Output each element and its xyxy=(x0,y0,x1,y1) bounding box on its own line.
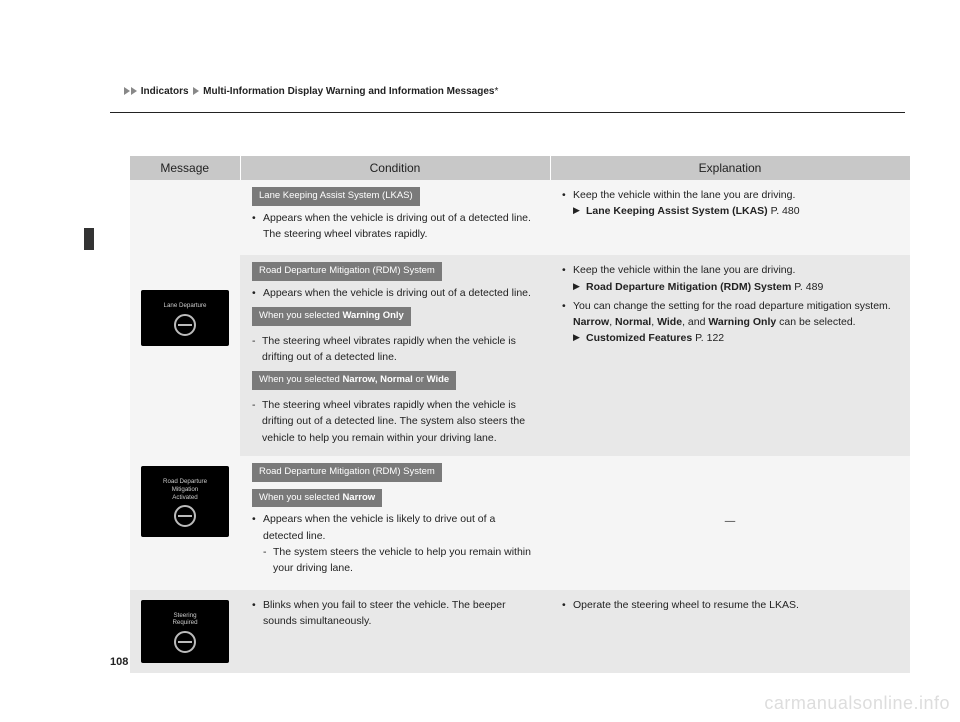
tag-warning-only: When you selected Warning Only xyxy=(252,307,411,326)
explanation-cell: Keep the vehicle within the lane you are… xyxy=(550,255,910,456)
header-rule xyxy=(110,112,905,113)
message-cell: Steering Required xyxy=(130,590,240,674)
ref-link: Customized Features P. 122 xyxy=(573,330,898,346)
explanation-cell: — xyxy=(550,456,910,590)
message-cell: Road Departure Mitigation Activated xyxy=(130,456,240,590)
tag-lkas: Lane Keeping Assist System (LKAS) xyxy=(252,187,420,206)
condition-cell: Road Departure Mitigation (RDM) System W… xyxy=(240,456,550,590)
steering-wheel-icon xyxy=(174,314,196,336)
breadcrumb-seg1: Indicators xyxy=(141,86,189,97)
chevron-icon xyxy=(131,87,137,95)
breadcrumb: Indicators Multi-Information Display War… xyxy=(124,86,498,97)
watermark: carmanualsonline.info xyxy=(764,693,950,714)
cond-bullet: Appears when the vehicle is driving out … xyxy=(252,210,538,243)
th-explanation: Explanation xyxy=(550,156,910,180)
expl-bullet: Keep the vehicle within the lane you are… xyxy=(562,187,898,220)
display-text: Lane Departure xyxy=(145,302,225,310)
condition-cell: Blinks when you fail to steer the vehicl… xyxy=(240,590,550,674)
expl-bullet: Keep the vehicle within the lane you are… xyxy=(562,262,898,295)
tag-narrow: When you selected Narrow xyxy=(252,489,382,508)
tag-rdm: Road Departure Mitigation (RDM) System xyxy=(252,463,442,482)
warnings-table: Message Condition Explanation Lane Depar… xyxy=(130,156,911,673)
condition-cell: Lane Keeping Assist System (LKAS) Appear… xyxy=(240,180,550,255)
breadcrumb-asterisk: * xyxy=(494,86,498,97)
display-rdm-activated: Road Departure Mitigation Activated xyxy=(141,466,229,537)
cond-bullet: Appears when the vehicle is likely to dr… xyxy=(252,511,538,576)
steering-wheel-icon xyxy=(174,631,196,653)
ref-link: Road Departure Mitigation (RDM) System P… xyxy=(573,279,898,295)
tag-rdm: Road Departure Mitigation (RDM) System xyxy=(252,262,442,281)
display-lane-departure: Lane Departure xyxy=(141,290,229,346)
breadcrumb-seg2: Multi-Information Display Warning and In… xyxy=(203,86,494,97)
cond-bullet: Blinks when you fail to steer the vehicl… xyxy=(252,597,538,630)
cond-sub: The system steers the vehicle to help yo… xyxy=(263,544,538,577)
display-text: Steering Required xyxy=(145,612,225,628)
th-message: Message xyxy=(130,156,240,180)
expl-bullet: You can change the setting for the road … xyxy=(562,298,898,347)
page: Indicators Multi-Information Display War… xyxy=(0,0,960,722)
tag-narrow-normal-wide: When you selected Narrow, Normal or Wide xyxy=(252,371,456,390)
chevron-icon xyxy=(124,87,130,95)
message-cell: Lane Departure xyxy=(130,180,240,456)
condition-cell: Road Departure Mitigation (RDM) System A… xyxy=(240,255,550,456)
cond-sub: The steering wheel vibrates rapidly when… xyxy=(252,333,538,366)
explanation-cell: Operate the steering wheel to resume the… xyxy=(550,590,910,674)
ref-link: Lane Keeping Assist System (LKAS) P. 480 xyxy=(573,203,898,219)
explanation-cell: Keep the vehicle within the lane you are… xyxy=(550,180,910,255)
chevron-icon xyxy=(193,87,199,95)
expl-dash: — xyxy=(725,515,736,527)
cond-sub: The steering wheel vibrates rapidly when… xyxy=(252,397,538,446)
cond-bullet: Appears when the vehicle is driving out … xyxy=(252,285,538,301)
display-steering-required: Steering Required xyxy=(141,600,229,664)
expl-bullet: Operate the steering wheel to resume the… xyxy=(562,597,898,613)
page-number: 108 xyxy=(110,656,128,668)
steering-wheel-icon xyxy=(174,505,196,527)
side-tab xyxy=(84,228,94,250)
th-condition: Condition xyxy=(240,156,550,180)
display-text: Road Departure Mitigation Activated xyxy=(145,478,225,501)
